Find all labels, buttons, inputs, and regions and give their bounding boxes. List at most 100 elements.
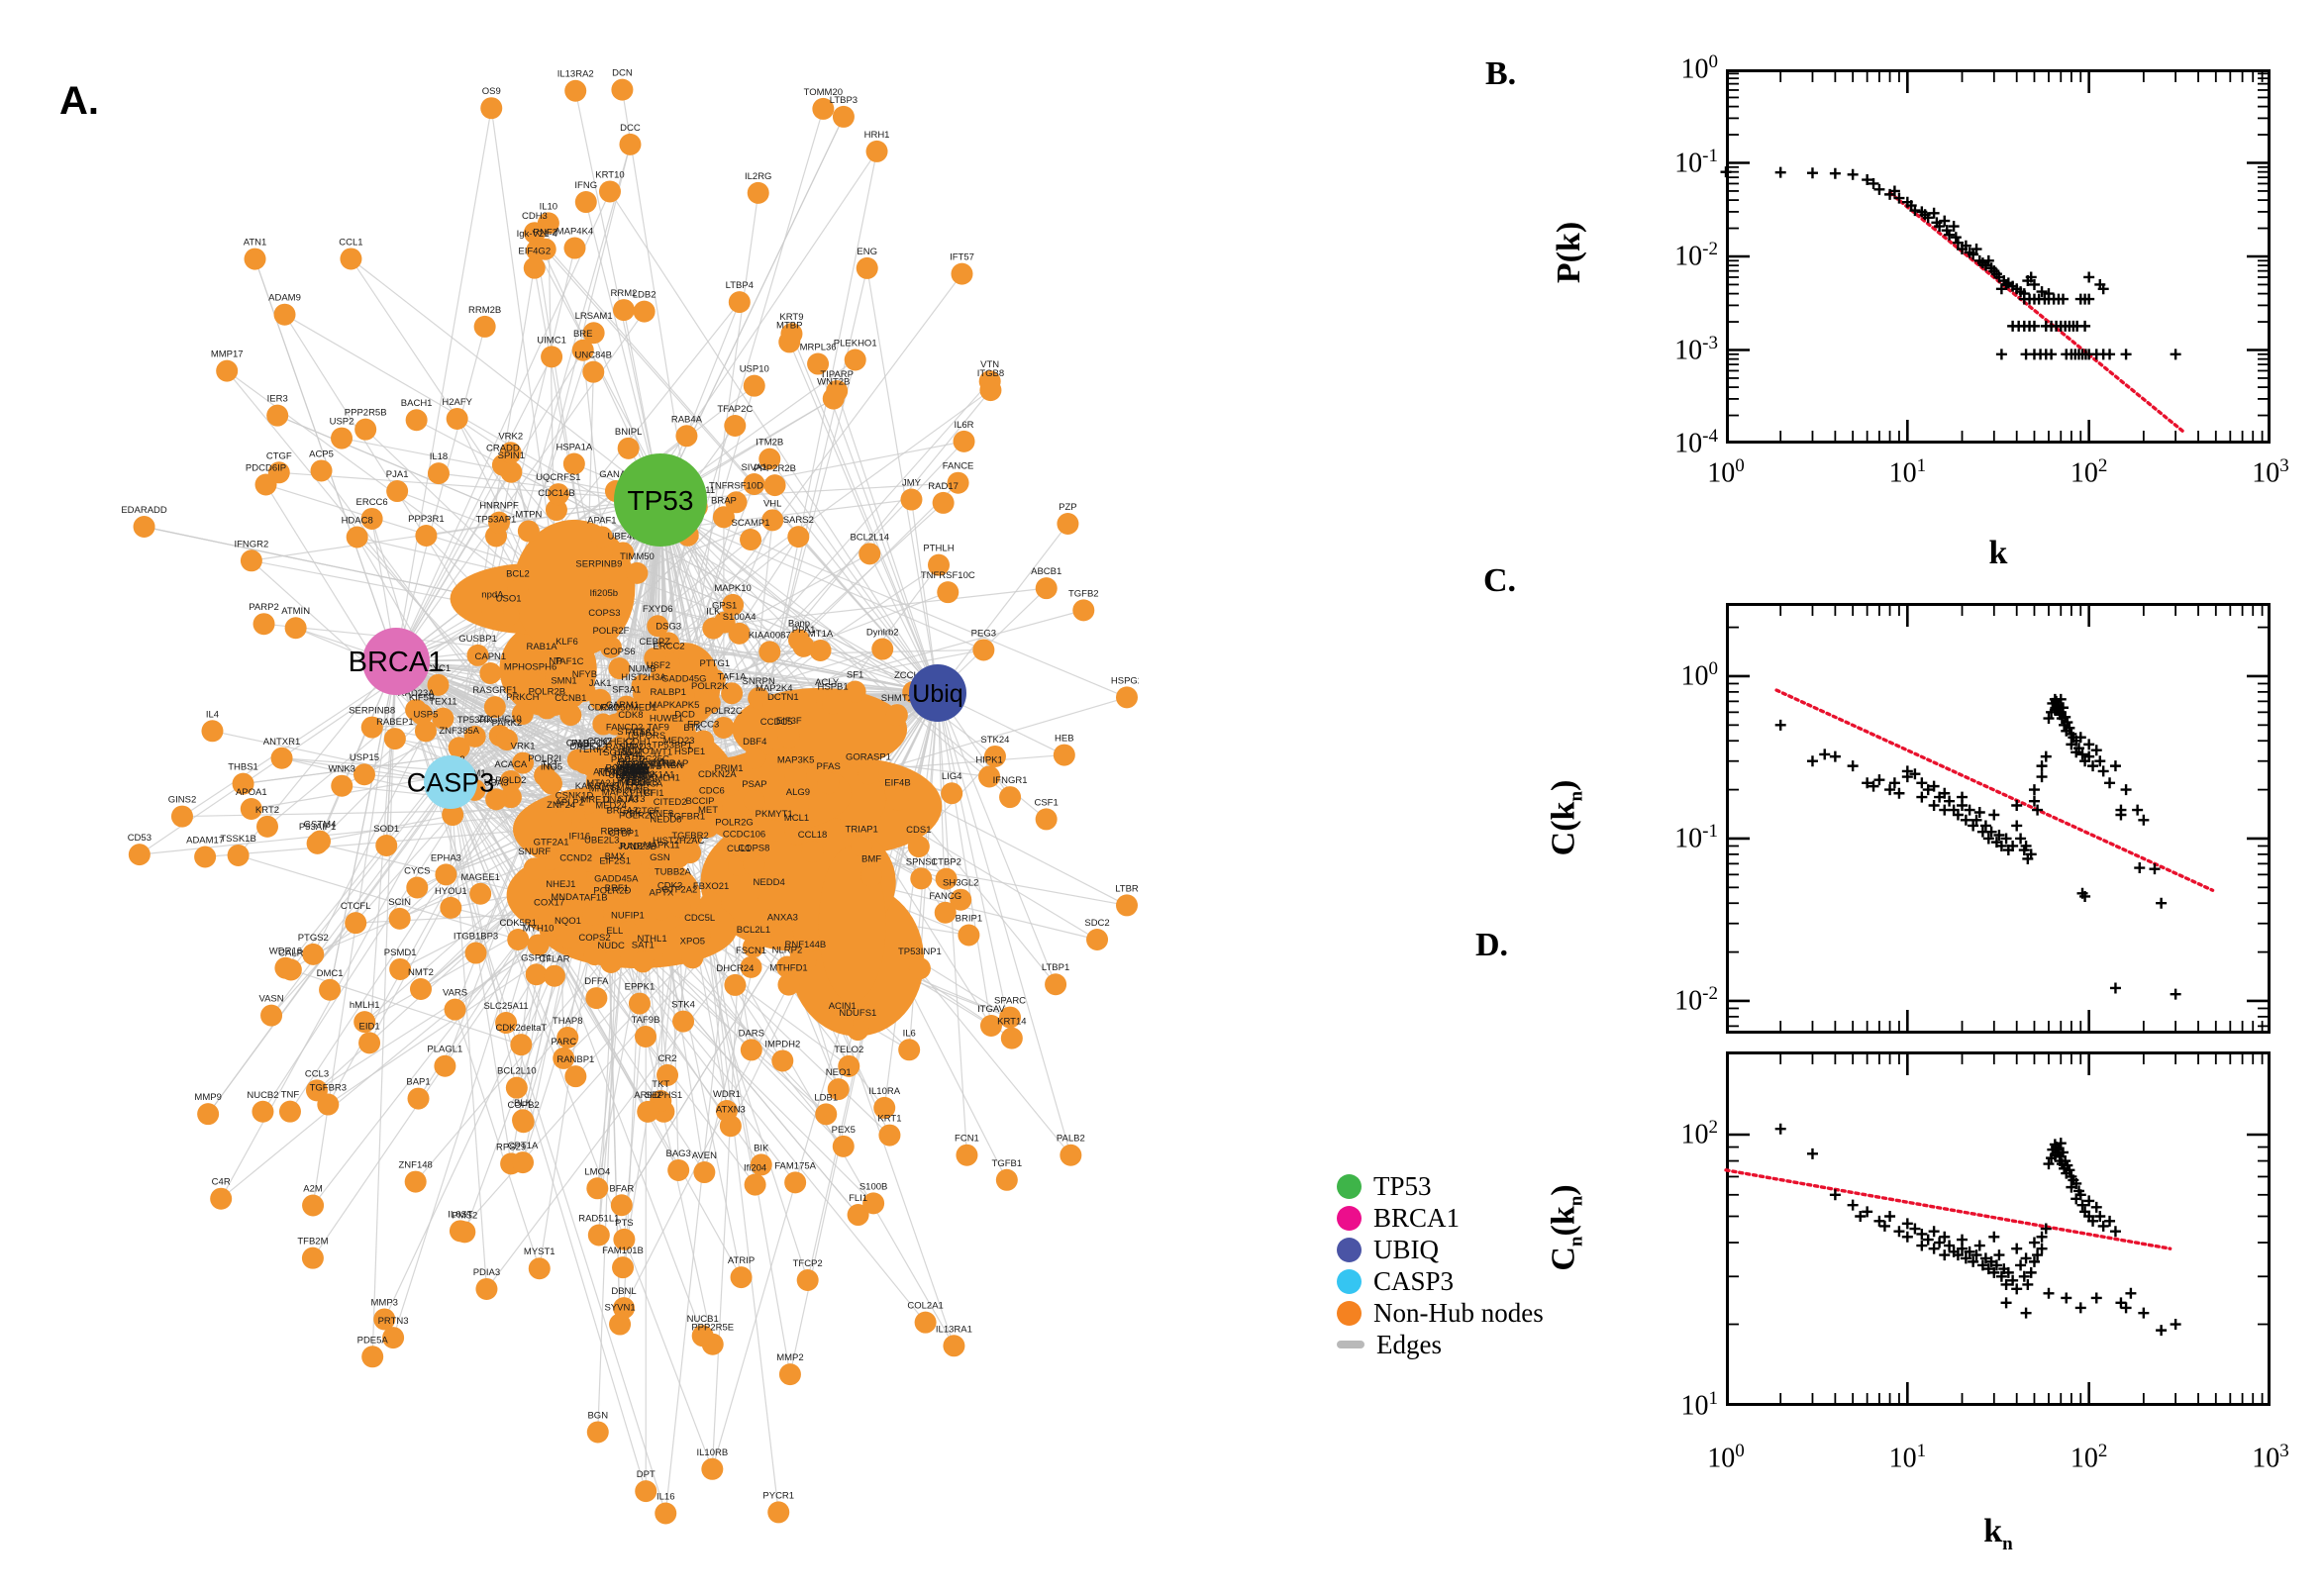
svg-text:DARS: DARS <box>739 1028 764 1039</box>
y-tick-label-b-1e-1: 10-1 <box>1674 145 1718 178</box>
svg-text:WNT2B: WNT2B <box>817 377 850 388</box>
svg-text:ZCCHC10: ZCCHC10 <box>478 714 522 725</box>
svg-text:MAGEE1: MAGEE1 <box>460 872 500 883</box>
svg-text:BAG3: BAG3 <box>666 1148 691 1159</box>
svg-text:EZH2: EZH2 <box>651 758 674 769</box>
svg-text:PABPC4: PABPC4 <box>571 738 608 748</box>
svg-text:BLK: BLK <box>514 1098 533 1109</box>
svg-text:ACP5: ACP5 <box>309 449 334 459</box>
legend-item-non-hub-nodes: Non-Hub nodes <box>1337 1297 1544 1329</box>
svg-text:ALG9: ALG9 <box>786 787 810 798</box>
svg-text:PARK2: PARK2 <box>492 718 522 729</box>
svg-text:UBE2I: UBE2I <box>608 770 635 781</box>
svg-text:EID1: EID1 <box>359 1021 380 1032</box>
svg-text:USF2: USF2 <box>647 660 670 671</box>
svg-text:RBBP8: RBBP8 <box>600 826 631 837</box>
y-tick-label-b-1e-3: 10-3 <box>1674 332 1718 365</box>
legend-label: Edges <box>1376 1329 1442 1359</box>
fit-line <box>1724 1168 2172 1250</box>
svg-text:COPS8: COPS8 <box>738 843 769 853</box>
svg-text:PTTG1: PTTG1 <box>700 658 731 669</box>
svg-text:GINS2: GINS2 <box>168 795 197 806</box>
svg-text:UQCRFS1: UQCRFS1 <box>536 472 580 483</box>
svg-text:STAT3: STAT3 <box>617 794 645 805</box>
scatter-points <box>1720 166 2181 360</box>
svg-text:PPP2R5B: PPP2R5B <box>345 408 387 419</box>
svg-text:APAF1: APAF1 <box>587 515 616 526</box>
chart-c-plot <box>1726 603 2271 1034</box>
svg-text:BCCIP: BCCIP <box>685 796 714 807</box>
svg-text:CCL3: CCL3 <box>305 1068 329 1079</box>
svg-text:HUWE1: HUWE1 <box>650 714 683 725</box>
svg-text:USP10: USP10 <box>740 364 769 375</box>
svg-text:MAPK10: MAPK10 <box>714 583 752 594</box>
svg-text:PYCR1: PYCR1 <box>762 1490 794 1501</box>
svg-text:FANCE: FANCE <box>943 461 974 472</box>
svg-text:SDC2: SDC2 <box>1084 918 1109 929</box>
svg-text:BCL2L1: BCL2L1 <box>737 925 770 936</box>
svg-text:Banp: Banp <box>788 618 810 629</box>
svg-text:SOD1: SOD1 <box>373 824 399 835</box>
svg-text:RNF8: RNF8 <box>649 809 673 820</box>
chart-b-plot <box>1720 69 2271 444</box>
svg-text:AURKA: AURKA <box>622 772 655 783</box>
axis-ticks <box>1726 1051 2271 1406</box>
legend-node-swatch <box>1337 1237 1362 1262</box>
svg-text:PIAS4: PIAS4 <box>621 770 648 781</box>
svg-text:CITED2: CITED2 <box>654 797 687 808</box>
svg-text:FSCN1: FSCN1 <box>736 946 766 956</box>
svg-text:PIN1: PIN1 <box>611 754 632 765</box>
y-tick-label-d-1e1: 101 <box>1680 1388 1719 1422</box>
svg-text:ELL: ELL <box>606 926 623 937</box>
svg-text:HMGB2: HMGB2 <box>612 778 646 789</box>
svg-text:USP5: USP5 <box>414 709 439 720</box>
svg-text:STK4: STK4 <box>671 1000 695 1011</box>
svg-text:NQO1: NQO1 <box>555 916 581 927</box>
svg-text:SYVN1: SYVN1 <box>604 1303 635 1314</box>
svg-text:MTBP: MTBP <box>776 320 802 331</box>
svg-text:PLAGL1: PLAGL1 <box>427 1045 462 1055</box>
svg-text:HSPA1A: HSPA1A <box>556 442 592 452</box>
legend-item-tp53: TP53 <box>1337 1170 1544 1202</box>
svg-text:NDUFS1: NDUFS1 <box>839 1008 876 1019</box>
svg-text:TRRAP: TRRAP <box>656 758 688 769</box>
svg-text:COPS2: COPS2 <box>578 933 610 944</box>
svg-text:TELO2: TELO2 <box>834 1045 863 1055</box>
svg-text:RBBP7: RBBP7 <box>618 775 649 786</box>
svg-text:DCD: DCD <box>674 710 695 721</box>
svg-text:PDIA3: PDIA3 <box>473 1267 500 1278</box>
svg-text:TOMM20: TOMM20 <box>804 87 843 98</box>
chart-d-plot <box>1724 1051 2271 1406</box>
svg-text:P53AIP1: P53AIP1 <box>299 822 337 833</box>
svg-text:CR2: CR2 <box>658 1053 677 1064</box>
svg-text:NUCB2: NUCB2 <box>247 1090 278 1101</box>
svg-text:MRPL36: MRPL36 <box>800 343 837 353</box>
svg-text:POLR2D: POLR2D <box>593 885 631 896</box>
svg-text:POLR2I: POLR2I <box>528 753 561 764</box>
svg-text:TAF9: TAF9 <box>647 722 669 733</box>
svg-text:MAP4K4: MAP4K4 <box>556 227 594 238</box>
svg-text:DMC1: DMC1 <box>317 968 344 979</box>
y-tick-label-d-1e2: 102 <box>1680 1117 1719 1150</box>
svg-text:CDK7: CDK7 <box>587 737 612 748</box>
svg-text:POU2F1: POU2F1 <box>606 763 643 774</box>
x-tick-label-d-1e1: 101 <box>1888 1441 1927 1474</box>
svg-text:NDN: NDN <box>598 768 619 779</box>
legend-edge-swatch <box>1337 1341 1364 1348</box>
svg-text:VHL: VHL <box>763 498 781 509</box>
svg-text:PPP2R2B: PPP2R2B <box>754 463 796 474</box>
svg-text:TKT: TKT <box>652 1079 669 1090</box>
svg-text:PKMYT1: PKMYT1 <box>756 809 793 820</box>
svg-text:SF3A1: SF3A1 <box>612 685 641 696</box>
svg-text:IL13RA1: IL13RA1 <box>936 1324 972 1335</box>
svg-text:ITM2B: ITM2B <box>756 438 783 449</box>
svg-text:CD53: CD53 <box>128 833 152 844</box>
svg-text:DBNL: DBNL <box>611 1286 636 1297</box>
svg-text:USP2: USP2 <box>330 417 354 428</box>
svg-text:POLR2B: POLR2B <box>529 686 566 697</box>
svg-text:FAM101B: FAM101B <box>602 1246 644 1256</box>
svg-text:BCL2: BCL2 <box>506 569 530 580</box>
hub-label-casp3: CASP3 <box>407 767 495 797</box>
svg-text:RANBP2: RANBP2 <box>606 742 644 752</box>
